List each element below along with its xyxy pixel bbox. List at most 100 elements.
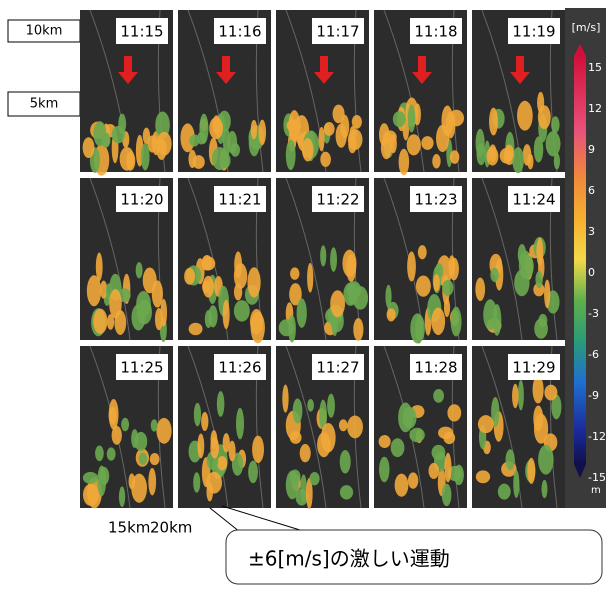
echo xyxy=(517,101,533,131)
echo xyxy=(476,129,485,158)
echo xyxy=(415,315,423,344)
echo xyxy=(93,121,106,146)
echo xyxy=(96,253,103,282)
echo xyxy=(282,384,288,412)
echo xyxy=(478,415,494,433)
echo xyxy=(393,111,406,127)
colorbar-label: -6 xyxy=(588,348,599,361)
time-label: 11:16 xyxy=(218,23,261,41)
connector xyxy=(210,506,300,532)
echo xyxy=(449,110,464,127)
echo xyxy=(288,110,300,141)
echo xyxy=(327,394,335,418)
echo xyxy=(433,389,444,403)
echo xyxy=(512,384,519,408)
callout-text: ±6[m/s]の激しい運動 xyxy=(248,547,450,571)
echo xyxy=(143,267,157,293)
echo xyxy=(114,310,126,335)
echo xyxy=(513,470,519,498)
echo xyxy=(307,263,313,293)
echo xyxy=(131,474,147,503)
time-label: 11:28 xyxy=(414,359,457,377)
time-label: 11:27 xyxy=(316,359,359,377)
echo xyxy=(258,120,266,146)
echo xyxy=(247,267,260,297)
echo xyxy=(139,453,148,465)
echo xyxy=(500,148,513,164)
colorbar-label: -15 xyxy=(588,471,606,484)
echo xyxy=(336,124,347,148)
echo xyxy=(293,398,303,423)
colorbar-label: -12 xyxy=(588,430,606,443)
echo xyxy=(408,105,416,133)
echo xyxy=(223,300,230,329)
echo xyxy=(506,449,515,470)
echo xyxy=(151,419,158,431)
echo xyxy=(137,300,152,325)
echo xyxy=(286,140,296,170)
echo xyxy=(409,428,424,442)
echo xyxy=(493,304,502,336)
colorbar-label: 9 xyxy=(588,143,595,156)
echo xyxy=(213,115,221,134)
echo xyxy=(234,283,242,300)
echo xyxy=(379,457,389,483)
echo xyxy=(199,114,208,144)
echo xyxy=(330,290,345,317)
colorbar-bottom: m xyxy=(591,485,601,496)
echo xyxy=(418,245,427,259)
echo xyxy=(248,461,258,484)
echo xyxy=(333,105,345,124)
echo xyxy=(189,323,203,335)
echo xyxy=(450,150,460,164)
echo xyxy=(156,418,171,444)
echo xyxy=(518,380,524,411)
echo xyxy=(432,154,440,168)
colorbar-unit: [m/s] xyxy=(572,21,601,34)
echo xyxy=(444,453,451,483)
echo xyxy=(486,147,498,166)
echo xyxy=(290,267,299,279)
echo xyxy=(451,307,462,337)
colorbar-label: -3 xyxy=(588,307,599,320)
echo xyxy=(217,391,225,417)
echo xyxy=(318,127,324,151)
echo xyxy=(221,153,231,169)
echo xyxy=(97,465,106,496)
echo xyxy=(210,437,219,459)
echo xyxy=(202,255,212,271)
echo xyxy=(119,486,125,507)
echo xyxy=(436,125,449,152)
echo xyxy=(112,126,125,143)
echo xyxy=(342,250,356,277)
echo xyxy=(194,403,201,427)
time-label: 11:17 xyxy=(316,23,359,41)
figure: 10km 5km 11:1511:1611:1711:1811:1911:201… xyxy=(0,0,606,590)
echo xyxy=(352,115,362,129)
time-label: 11:18 xyxy=(414,23,457,41)
echo xyxy=(201,412,208,431)
echo xyxy=(330,247,337,272)
echo xyxy=(449,258,459,281)
echo xyxy=(537,92,544,113)
echo xyxy=(135,432,148,451)
echo xyxy=(339,419,348,431)
time-label: 11:15 xyxy=(120,23,163,41)
echo xyxy=(320,245,326,266)
echo xyxy=(236,408,244,440)
time-label: 11:19 xyxy=(512,23,555,41)
echo xyxy=(83,472,98,484)
echo xyxy=(454,465,464,486)
echo xyxy=(538,314,547,327)
echo xyxy=(391,438,405,457)
echo xyxy=(379,435,391,448)
panel-grid: 11:1511:1611:1711:1811:1911:2011:2111:22… xyxy=(80,10,565,509)
echo xyxy=(252,436,264,463)
time-label: 11:25 xyxy=(120,359,163,377)
echo xyxy=(340,485,353,499)
echo xyxy=(107,447,116,460)
echo xyxy=(489,108,498,136)
echo xyxy=(347,415,363,438)
echo xyxy=(398,403,413,433)
echo xyxy=(320,152,331,167)
